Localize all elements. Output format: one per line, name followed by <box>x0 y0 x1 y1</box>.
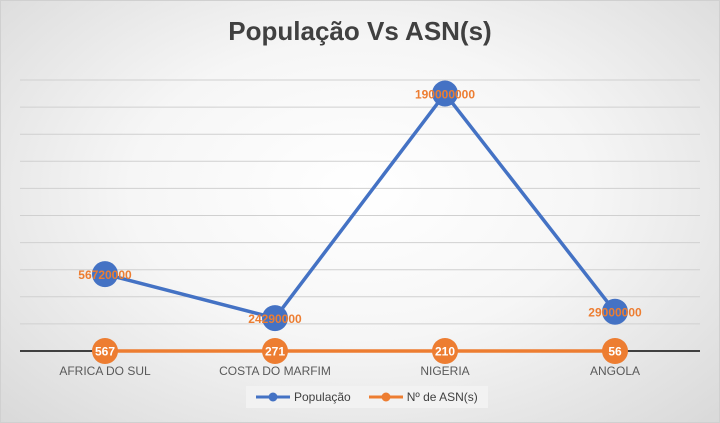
legend-label-asn: Nº de ASN(s) <box>406 390 478 404</box>
series-point-0 <box>262 305 288 332</box>
legend-item-asn: Nº de ASN(s) <box>368 390 478 404</box>
series-point-1 <box>432 337 458 364</box>
data-label-populacao: 29000000 <box>588 306 642 320</box>
series-point-0 <box>92 261 118 288</box>
legend-label-populacao: População <box>294 390 351 404</box>
legend-line-marker-orange <box>368 392 403 402</box>
data-label-populacao: 24290000 <box>248 312 302 326</box>
chart-legend: População Nº de ASN(s) <box>246 386 488 408</box>
data-label-asn: 271 <box>265 344 285 358</box>
data-label-asn: 210 <box>435 344 455 358</box>
series-point-0 <box>432 80 458 107</box>
x-tick-label: ANGOLA <box>590 364 640 378</box>
legend-line-marker-blue <box>256 392 290 402</box>
data-label-populacao: 56720000 <box>78 268 132 282</box>
series-point-1 <box>602 337 628 364</box>
series-point-1 <box>92 337 118 364</box>
chart-title: População Vs ASN(s) <box>228 16 492 46</box>
data-label-asn: 56 <box>608 344 622 358</box>
x-tick-label: COSTA DO MARFIM <box>219 364 331 378</box>
legend-item-populacao: População <box>256 390 351 404</box>
series-point-0 <box>602 298 628 325</box>
data-label-asn: 567 <box>95 344 115 358</box>
series-point-1 <box>262 337 288 364</box>
series-line-0 <box>104 91 617 320</box>
x-tick-label: NIGERIA <box>420 364 469 378</box>
x-tick-label: AFRICA DO SUL <box>59 364 151 378</box>
data-label-populacao: 190000000 <box>415 88 475 102</box>
